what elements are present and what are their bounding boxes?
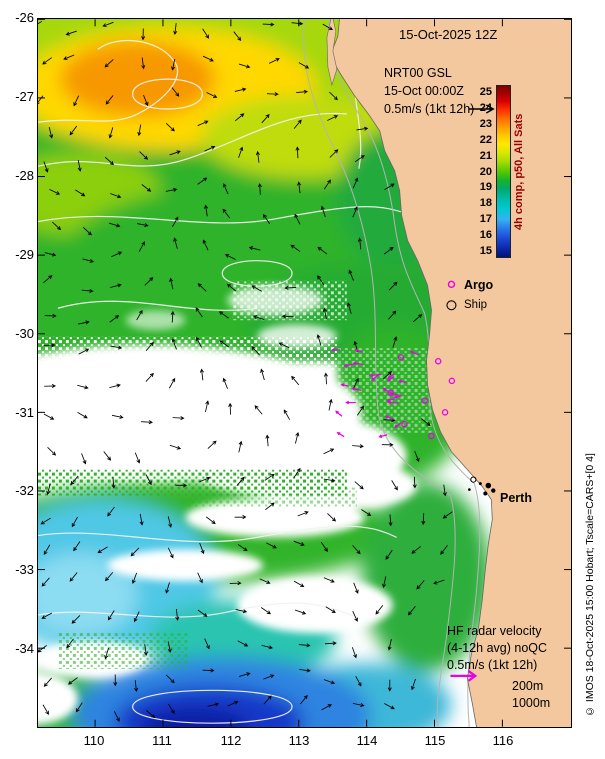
y-tick-label: -30 bbox=[15, 326, 34, 341]
depth-200m-label: 200m bbox=[512, 679, 544, 693]
vector-scale-label: 0.5m/s (1kt 12h) bbox=[384, 102, 475, 116]
map-plot bbox=[37, 18, 572, 728]
colorbar-tick-label: 23 bbox=[479, 117, 492, 130]
hf-scale-arrow bbox=[450, 669, 478, 682]
hf-radar-line3: 0.5m/s (1kt 12h) bbox=[447, 658, 538, 672]
axis-tick-marks bbox=[38, 19, 571, 727]
y-tick-label: -34 bbox=[15, 641, 34, 656]
x-tick-label: 110 bbox=[83, 733, 105, 748]
y-tick-label: -28 bbox=[15, 168, 34, 183]
argo-float-markers bbox=[387, 354, 456, 440]
colorbar-tick-label: 21 bbox=[479, 149, 492, 162]
argo-marker bbox=[434, 358, 442, 365]
y-tick-label: -29 bbox=[15, 247, 34, 262]
product-time: 15-Oct 00:00Z bbox=[384, 84, 464, 98]
legend-ship-label: Ship bbox=[464, 299, 488, 311]
argo-marker bbox=[421, 397, 428, 404]
x-tick-label: 116 bbox=[492, 733, 514, 748]
x-tick-label: 114 bbox=[356, 733, 378, 748]
data-speckle bbox=[38, 280, 432, 669]
hf-radar-line2: (4-12h avg) noQC bbox=[447, 641, 548, 655]
y-tick-label: -27 bbox=[15, 89, 34, 104]
x-tick-label: 113 bbox=[288, 733, 310, 748]
legend-argo-marker bbox=[447, 280, 456, 289]
island bbox=[326, 19, 338, 87]
colorbar-tick-label: 17 bbox=[479, 213, 492, 226]
current-scale-arrow bbox=[468, 104, 495, 114]
current-arrows bbox=[38, 20, 453, 722]
copyright-text: © IMOS 18-Oct-2025 15:00 Hobart; Tscale=… bbox=[584, 453, 596, 717]
colorbar-label: 4h comp, p50, All Sats bbox=[513, 113, 525, 231]
y-tick-label: -26 bbox=[15, 10, 34, 25]
x-tick-label: 111 bbox=[152, 733, 172, 748]
colorbar-ticks: 25 24 23 22 21 20 19 18 17 16 15 bbox=[468, 85, 494, 258]
argo-marker bbox=[441, 409, 449, 416]
argo-marker bbox=[401, 420, 408, 428]
x-tick-label: 115 bbox=[424, 733, 446, 748]
legend-argo-label: Argo bbox=[464, 278, 494, 292]
colorbar-tick-label: 25 bbox=[479, 86, 492, 98]
colorbar-tick-label: 24 bbox=[479, 101, 492, 114]
argo-marker bbox=[387, 389, 394, 396]
product-name: NRT00 GSL bbox=[384, 66, 452, 80]
argo-marker bbox=[448, 377, 456, 385]
y-tick-label: -33 bbox=[15, 562, 34, 577]
colorbar-tick-label: 15 bbox=[479, 245, 492, 257]
date-title: 15-Oct-2025 12Z bbox=[399, 27, 498, 42]
colorbar-tick-label: 22 bbox=[479, 133, 492, 146]
isobath-1000m bbox=[303, 19, 456, 727]
ship-marker bbox=[470, 476, 477, 483]
perth-label: Perth bbox=[500, 491, 532, 505]
colorbar-tick-label: 16 bbox=[479, 229, 492, 242]
y-tick-label: -31 bbox=[15, 405, 34, 420]
depth-1000m-label: 1000m bbox=[512, 696, 551, 710]
colorbar-tick-label: 19 bbox=[479, 181, 492, 194]
colorbar-tick-label: 18 bbox=[479, 197, 492, 210]
argo-marker bbox=[428, 432, 435, 440]
argo-marker bbox=[397, 354, 405, 361]
perth-markers bbox=[468, 476, 496, 496]
y-tick-label: -32 bbox=[15, 483, 34, 498]
hf-radar-line1: HF radar velocity bbox=[447, 624, 542, 638]
sst-contours bbox=[38, 39, 407, 724]
hf-radar-vectors bbox=[330, 348, 420, 438]
map-canvas bbox=[38, 19, 571, 727]
colorbar bbox=[496, 85, 511, 258]
x-tick-label: 112 bbox=[220, 733, 242, 748]
legend-ship-marker bbox=[446, 300, 457, 311]
colorbar-tick-label: 20 bbox=[479, 165, 492, 178]
